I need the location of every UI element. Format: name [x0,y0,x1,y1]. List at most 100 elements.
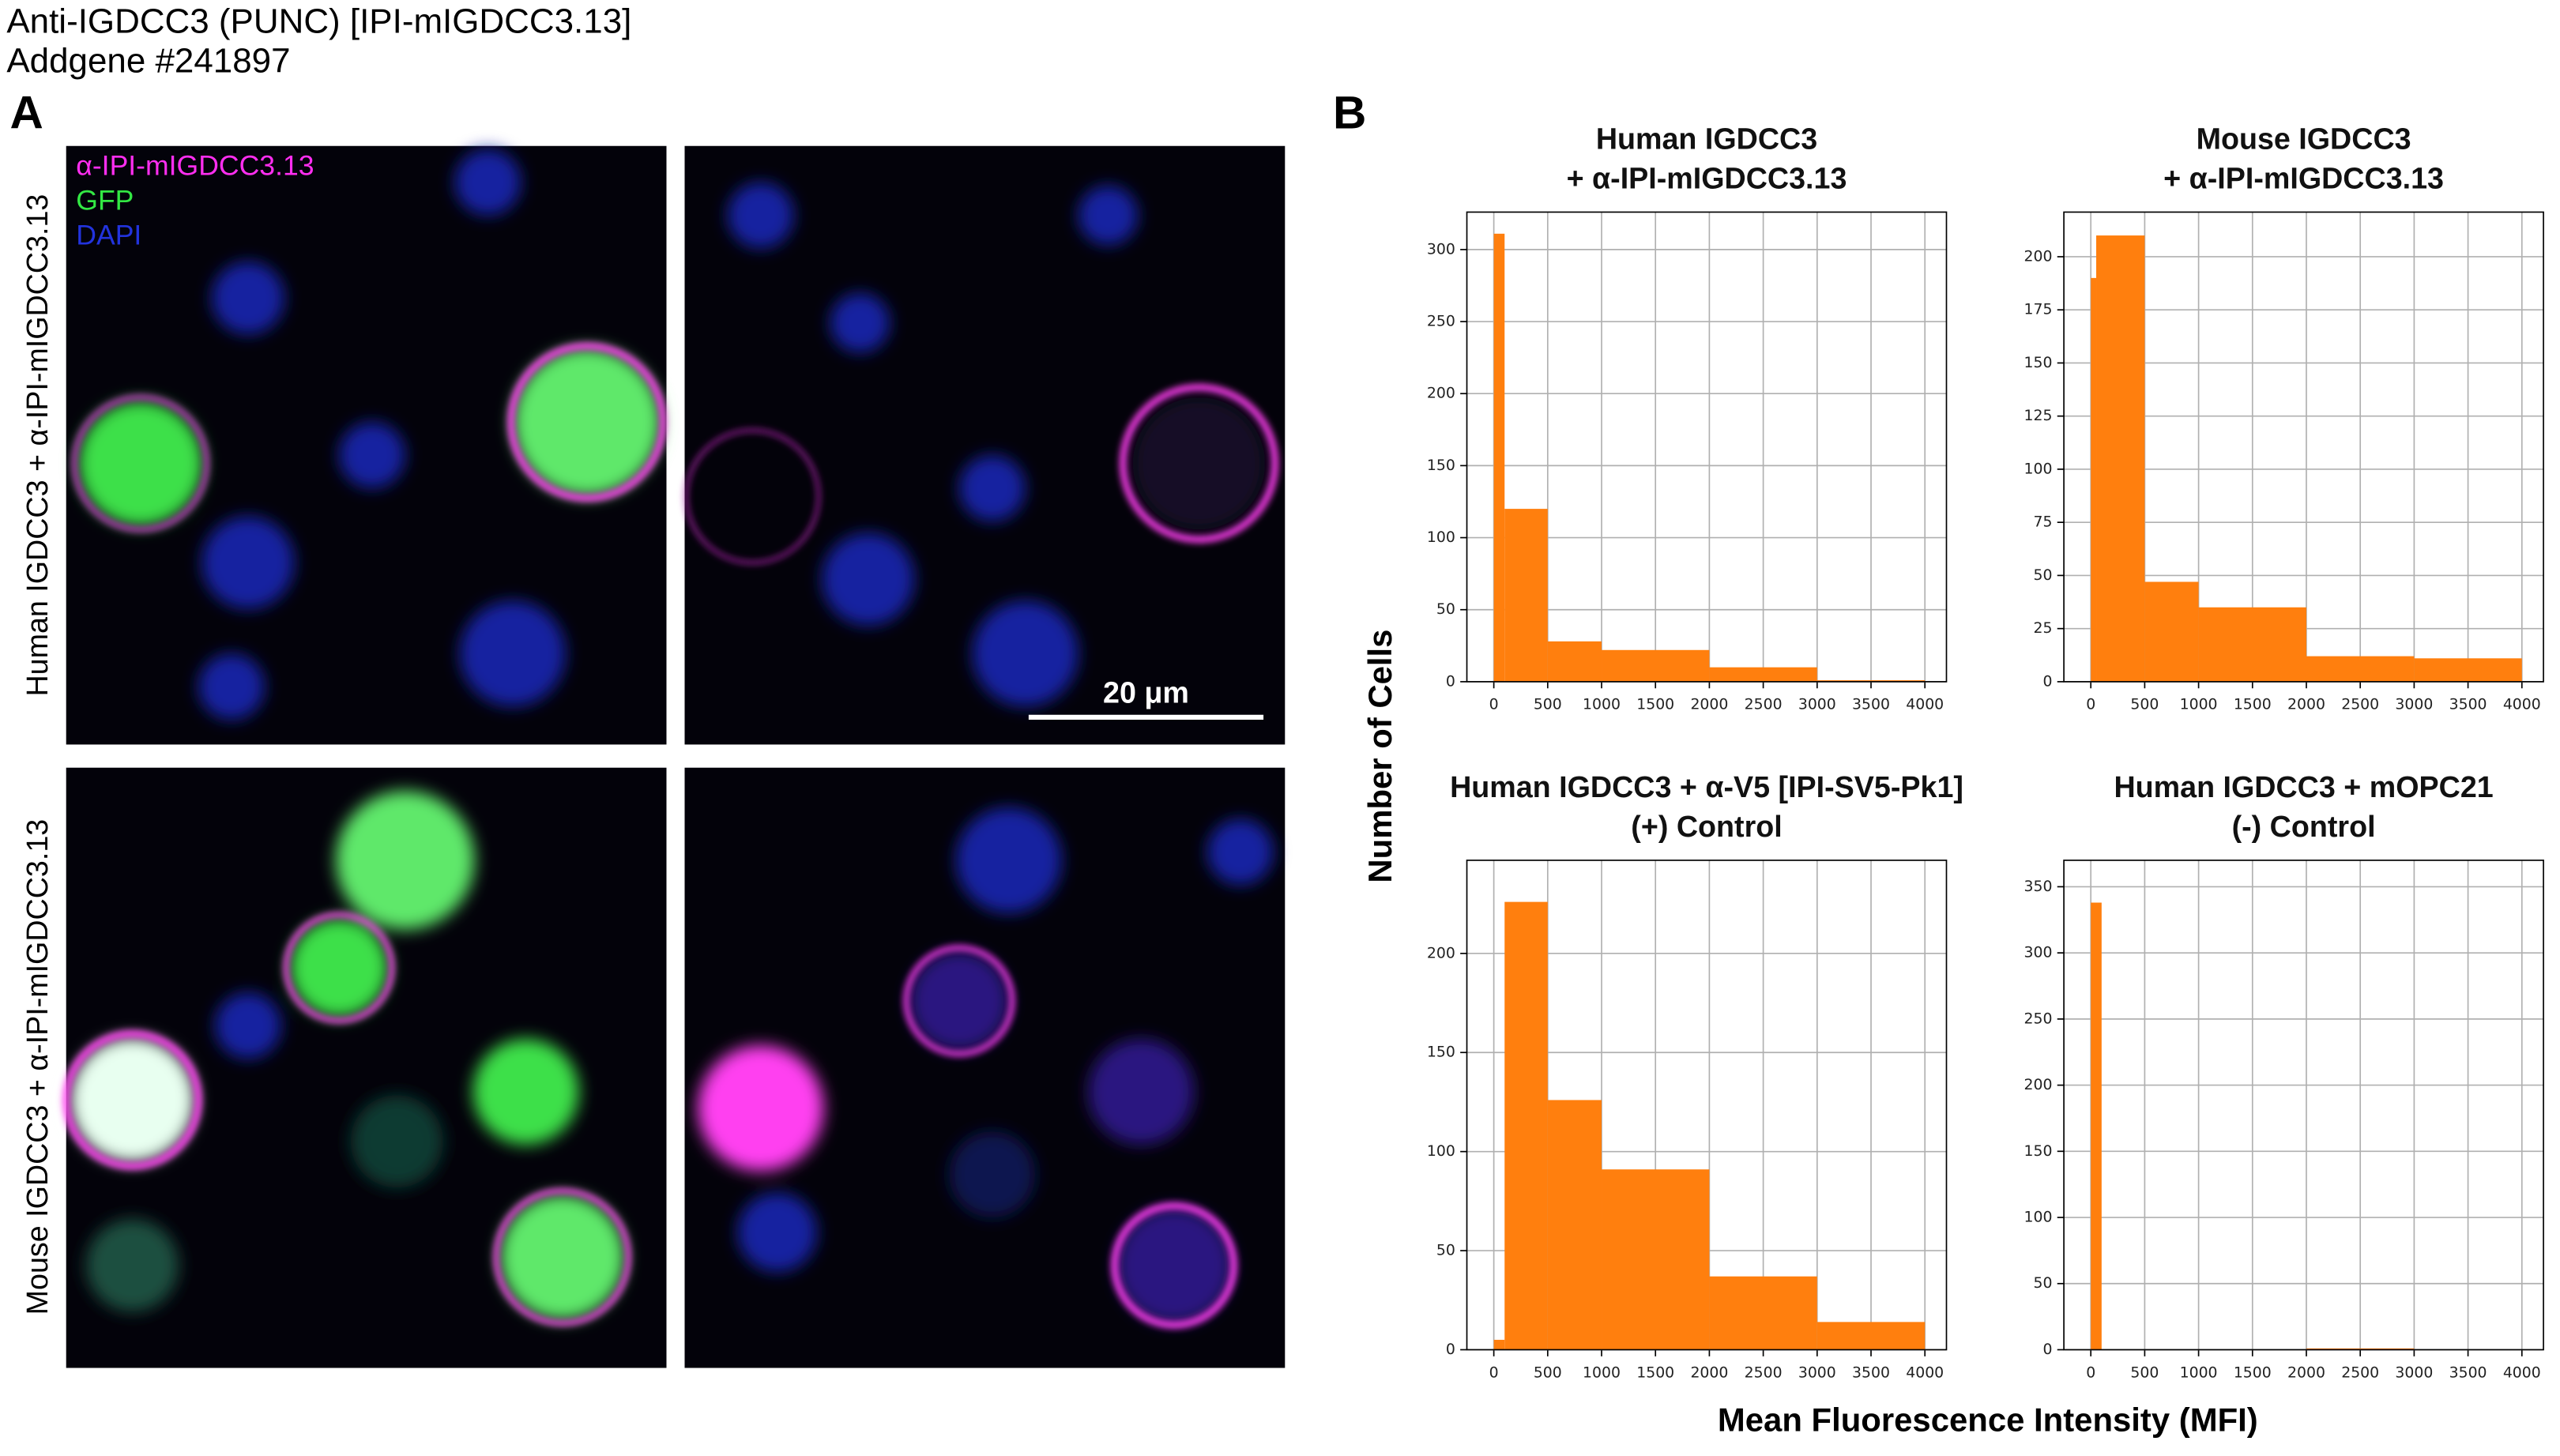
x-tick-label: 4000 [1906,697,1944,713]
x-tick-label: 1500 [2234,697,2272,713]
x-tick-label: 0 [1489,697,1499,713]
x-tick-label: 1500 [1636,697,1674,713]
axes-frame [2063,211,2544,683]
x-tick-label: 2000 [2287,697,2325,713]
bar [1816,1322,1926,1350]
x-tick-label: 3000 [1798,1364,1836,1381]
x-tick-label: 1000 [1583,697,1621,713]
x-tick-label: 3000 [1798,697,1836,713]
y-tick-label: 100 [2024,1210,2053,1226]
x-axis-label: Mean Fluorescence Intensity (MFI) [1718,1401,2258,1439]
x-tick-label: 2500 [1745,697,1783,713]
bar [2096,235,2145,682]
y-tick-label: 200 [2024,248,2053,265]
y-tick-label: 25 [2033,620,2052,637]
chart-title: Human IGDCC3 + mOPC21 [2114,770,2493,803]
x-tick-label: 4000 [2503,1364,2541,1381]
y-tick-label: 150 [1427,457,1455,474]
header-title: Anti-IGDCC3 (PUNC) [IPI-mIGDCC3.13] [6,2,631,40]
y-tick-label: 50 [1436,601,1455,618]
chart-title: (-) Control [2232,810,2376,843]
y-tick-label: 150 [2024,1143,2053,1160]
y-tick-label: 50 [2033,567,2052,584]
bar [2306,656,2415,682]
y-tick-label: 150 [2024,355,2053,371]
y-tick-label: 0 [2042,673,2052,690]
axes-frame [2063,860,2544,1351]
chart-title: + α-IPI-mIGDCC3.13 [1567,162,1847,195]
bar [2144,581,2199,682]
x-tick-label: 2000 [2287,1364,2325,1381]
micrograph [62,145,1286,1368]
x-tick-label: 2000 [1690,1364,1728,1381]
bar [2091,277,2097,682]
bar [1547,641,1602,682]
chart-title: Human IGDCC3 + α-V5 [IPI-SV5-Pk1] [1450,770,1963,803]
bar [1504,509,1548,682]
x-tick-label: 1000 [1583,1364,1621,1381]
x-tick-label: 3000 [2395,1364,2433,1381]
x-tick-label: 3500 [1852,697,1890,713]
bar [1602,649,1710,682]
x-tick-label: 500 [1534,1364,1562,1381]
chart-title: Mouse IGDCC3 [2197,122,2411,155]
scale-bar-label: 20 μm [1103,676,1189,709]
x-tick-label: 1500 [1636,1364,1674,1381]
y-tick-label: 250 [2024,1010,2053,1027]
panel-label: A [10,88,43,139]
y-tick-label: 175 [2024,302,2053,318]
bar [1504,901,1548,1350]
bar [2091,902,2102,1350]
y-tick-label: 50 [1436,1243,1455,1259]
legend-label: GFP [76,184,134,216]
x-tick-label: 0 [1489,1364,1499,1381]
y-tick-label: 150 [1427,1044,1455,1061]
legend-label: α-IPI-mIGDCC3.13 [76,149,314,181]
plot-area [2064,860,2544,1350]
bar [1709,667,1817,682]
y-tick-label: 250 [1427,314,1455,330]
x-tick-label: 3000 [2395,697,2433,713]
y-tick-label: 200 [1427,386,1455,402]
bar [2414,658,2522,682]
x-tick-label: 4000 [1906,1364,1944,1381]
y-tick-label: 50 [2033,1275,2052,1292]
x-tick-label: 500 [2130,1364,2159,1381]
row-label: Mouse IGDCC3 + α-IPI-mIGDCC3.13 [21,819,54,1315]
y-tick-label: 125 [2024,408,2053,424]
y-tick-label: 0 [1446,673,1455,690]
bar [2306,1348,2415,1350]
x-tick-label: 3500 [1852,1364,1890,1381]
y-tick-label: 100 [1427,1143,1455,1160]
x-tick-label: 3500 [2449,697,2487,713]
row-label: Human IGDCC3 + α-IPI-mIGDCC3.13 [21,194,54,697]
x-tick-label: 2000 [1690,697,1728,713]
x-tick-label: 1000 [2180,697,2218,713]
bar [1602,1169,1710,1350]
bar [1709,1276,1817,1350]
y-tick-label: 350 [2024,878,2053,895]
axes-frame [1466,211,1948,683]
y-tick-label: 300 [2024,945,2053,961]
x-tick-label: 2500 [1745,1364,1783,1381]
x-tick-label: 2500 [2341,1364,2379,1381]
bar [1493,233,1505,682]
y-tick-label: 0 [1446,1341,1455,1358]
x-tick-label: 1500 [2234,1364,2272,1381]
y-tick-label: 200 [2024,1077,2053,1093]
x-tick-label: 3500 [2449,1364,2487,1381]
x-tick-label: 4000 [2503,697,2541,713]
x-tick-label: 0 [2086,1364,2095,1381]
y-tick-label: 300 [1427,241,1455,258]
chart-title: (+) Control [1631,810,1782,843]
x-tick-label: 2500 [2341,697,2379,713]
y-tick-label: 100 [2024,461,2053,477]
axes-frame [1466,860,1948,1351]
y-tick-label: 100 [1427,529,1455,546]
y-axis-label: Number of Cells [1361,630,1399,883]
legend-label: DAPI [76,219,141,250]
chart-title: Human IGDCC3 [1596,122,1817,155]
bar [1816,680,1926,682]
x-tick-label: 500 [1534,697,1562,713]
